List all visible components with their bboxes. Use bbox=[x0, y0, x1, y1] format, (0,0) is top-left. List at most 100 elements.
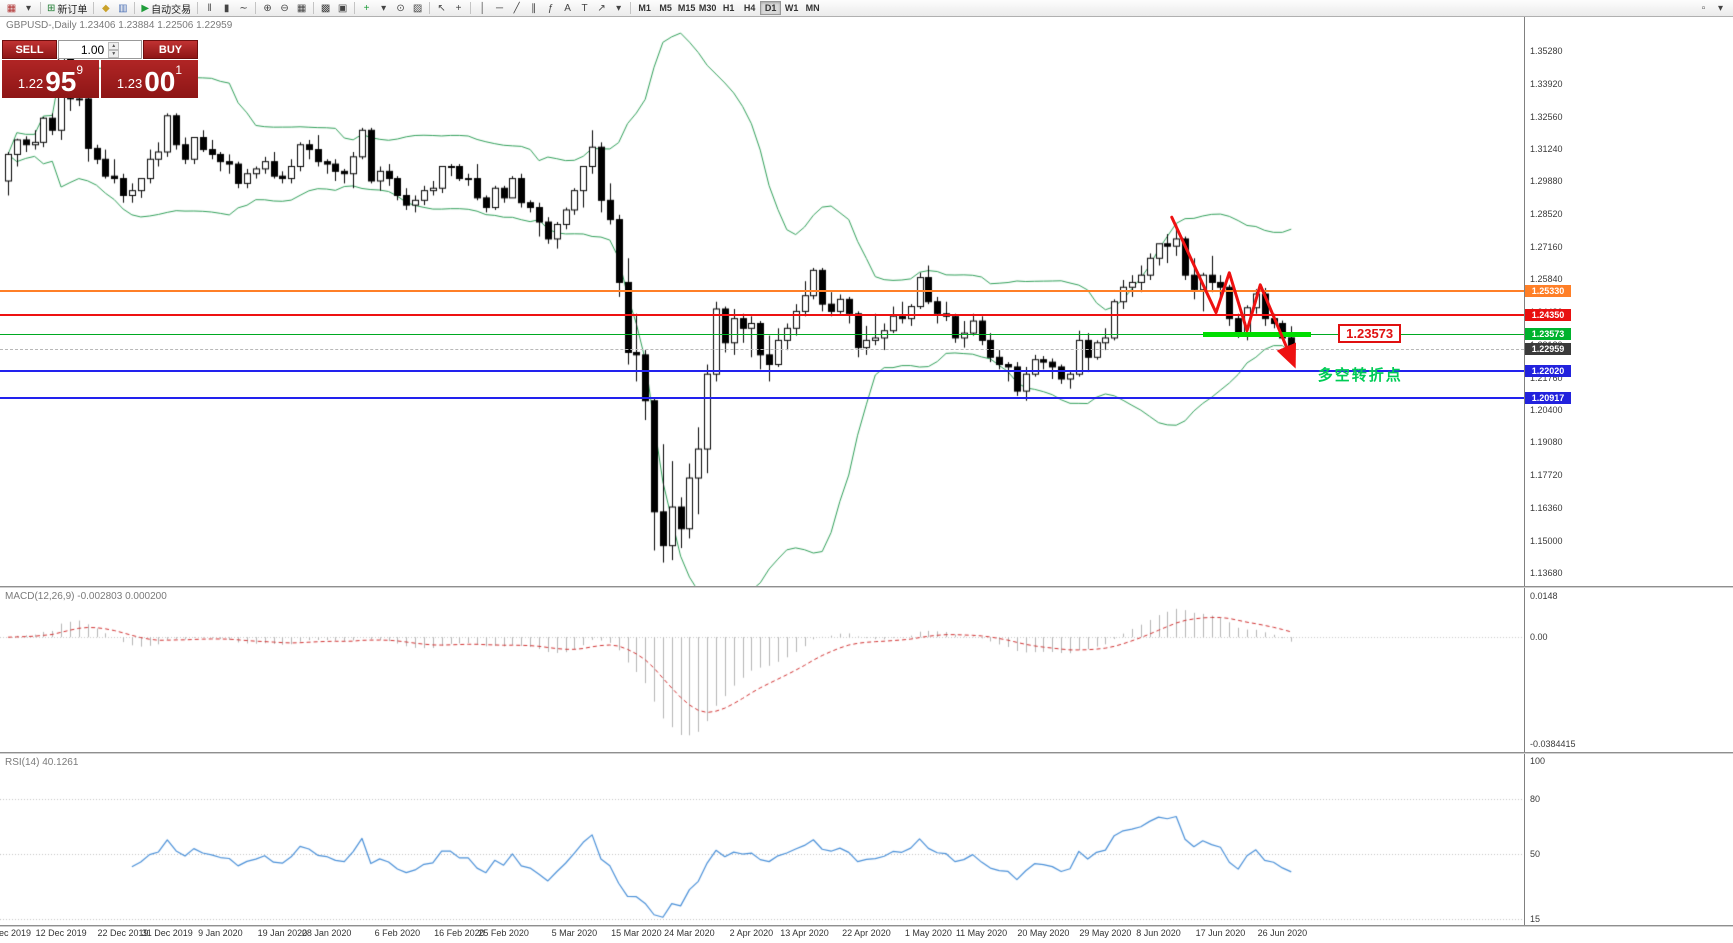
support-highlight-segment[interactable] bbox=[1202, 332, 1311, 337]
toolbar-separator bbox=[93, 2, 95, 14]
autotrading-toggle[interactable]: ▶ 自动交易 bbox=[138, 1, 194, 16]
price-axis-label: 1.28520 bbox=[1530, 209, 1563, 220]
autotrading-toggle-icon: ▶ bbox=[141, 2, 150, 14]
horizontal-line-1.20917[interactable] bbox=[0, 397, 1524, 399]
timeframe-h4[interactable]: H4 bbox=[739, 1, 760, 15]
date-axis-label: 1 May 2020 bbox=[904, 928, 952, 938]
timeframe-d1[interactable]: D1 bbox=[760, 1, 782, 15]
trendline-tool[interactable]: ╱ bbox=[508, 1, 525, 16]
sell-button[interactable]: SELL bbox=[2, 40, 57, 59]
timeframe-m30[interactable]: M30 bbox=[698, 3, 717, 13]
date-axis-label: 9 Jan 2020 bbox=[198, 928, 243, 938]
date-axis-label: 26 Jun 2020 bbox=[1257, 928, 1308, 938]
sell-price-display[interactable]: 1.22 95 9 bbox=[2, 60, 99, 98]
toolbar-separator bbox=[470, 2, 472, 14]
timeframe-m5[interactable]: M5 bbox=[655, 1, 676, 15]
new-order-button-label: 新订单 bbox=[57, 4, 88, 16]
period-dropdown-icon: ⊙ bbox=[396, 2, 405, 14]
main-macd-separator[interactable] bbox=[0, 586, 1733, 588]
volume-up-icon[interactable]: ▲ bbox=[108, 41, 120, 50]
indicators-dropdown[interactable]: ▾ bbox=[375, 1, 392, 16]
cursor-tool-button[interactable]: ↖ bbox=[433, 1, 450, 16]
vertical-line-tool[interactable]: │ bbox=[474, 1, 491, 16]
timeframe-m1[interactable]: M1 bbox=[634, 1, 655, 15]
new-order-button[interactable]: ⊞ 新订单 bbox=[44, 1, 90, 16]
crosshair-tool-button-icon: + bbox=[455, 2, 462, 14]
text-label-tool[interactable]: T bbox=[576, 1, 593, 16]
price-axis-label: 1.27160 bbox=[1530, 242, 1563, 253]
grid-button-icon: ▦ bbox=[296, 2, 307, 14]
horizontal-line-1.23573[interactable] bbox=[0, 334, 1524, 335]
rsi-axis-label: 100 bbox=[1530, 756, 1546, 767]
indicators-button[interactable]: + bbox=[358, 1, 375, 16]
text-tool-icon: A bbox=[564, 2, 571, 14]
arrows-tool[interactable]: ↗ bbox=[593, 1, 610, 16]
price-axis-label: 1.20400 bbox=[1530, 405, 1563, 416]
timeframe-w1[interactable]: W1 bbox=[781, 1, 802, 15]
new-chart-button[interactable]: ▦ bbox=[3, 1, 20, 16]
grid-button[interactable]: ▦ bbox=[293, 1, 310, 16]
volume-down-icon[interactable]: ▼ bbox=[108, 49, 120, 58]
price-axis-label: 1.25840 bbox=[1530, 274, 1563, 285]
timeframe-h1[interactable]: H1 bbox=[718, 1, 739, 15]
main-toolbar: ▦ ▾ ⊞ 新订单 ◆ ▥ ▶ 自动交易 ‖ ▮ ∼ ⊕ ⊖ ▦ ▩ ▣ + ▾ ⊙ ▨ ↖ + │ ─ ╱ ∥ ƒ A T ↗ ▾ M1 M5… bbox=[0, 0, 1733, 17]
toolbar-separator bbox=[40, 2, 41, 14]
horizontal-line-1.25330[interactable] bbox=[0, 290, 1524, 292]
equidistant-channel-tool[interactable]: ∥ bbox=[525, 1, 542, 16]
zoom-in-button-icon: ⊕ bbox=[263, 2, 272, 14]
macd-axis-label: -0.0384415 bbox=[1530, 739, 1576, 750]
horizontal-line-tool[interactable]: ─ bbox=[491, 1, 508, 16]
pivot-annotation-text[interactable]: 多空转折点 bbox=[1317, 367, 1403, 385]
template-dropdown[interactable]: ▨ bbox=[409, 1, 426, 16]
equidistant-channel-tool-icon: ∥ bbox=[531, 2, 537, 14]
candlestick-type-button-icon: ▮ bbox=[223, 2, 230, 14]
date-axis-label: 11 May 2020 bbox=[955, 928, 1008, 938]
tile-windows-button-icon: ▩ bbox=[320, 2, 331, 14]
zoom-in-button[interactable]: ⊕ bbox=[259, 1, 276, 16]
indicators-button-icon: + bbox=[363, 2, 370, 14]
price-axis-label: 1.35280 bbox=[1530, 46, 1563, 57]
main-chart-panel[interactable] bbox=[0, 17, 1524, 586]
arrows-tool-icon: ↗ bbox=[597, 2, 606, 14]
toolbar-options-dropdown[interactable]: ▾ bbox=[1712, 1, 1729, 16]
sell-price-main: 95 bbox=[45, 66, 77, 97]
volume-spinner[interactable]: ▲ ▼ bbox=[108, 41, 120, 58]
macd-rsi-separator[interactable] bbox=[0, 752, 1733, 754]
cascade-windows-button[interactable]: ▣ bbox=[334, 1, 351, 16]
crosshair-tool-button[interactable]: + bbox=[450, 1, 467, 16]
buy-price-display[interactable]: 1.23 00 1 bbox=[101, 60, 198, 98]
arrows-dropdown[interactable]: ▾ bbox=[610, 1, 627, 16]
fibonacci-tool[interactable]: ƒ bbox=[542, 1, 559, 16]
sell-price-prefix: 1.22 bbox=[17, 76, 44, 91]
market-watch-button[interactable]: ▥ bbox=[114, 1, 131, 16]
new-chart-dropdown[interactable]: ▾ bbox=[20, 1, 37, 16]
buy-button[interactable]: BUY bbox=[143, 40, 198, 59]
toolbar-separator bbox=[630, 2, 632, 14]
toolbar-separator bbox=[313, 2, 315, 14]
bar-chart-type-button[interactable]: ‖ bbox=[201, 1, 218, 16]
zoom-out-button[interactable]: ⊖ bbox=[276, 1, 293, 16]
text-tool[interactable]: A bbox=[559, 1, 576, 16]
horizontal-line-1.24350[interactable] bbox=[0, 314, 1524, 316]
volume-input[interactable]: 1.00 ▲ ▼ bbox=[58, 40, 142, 59]
timeframe-m15[interactable]: M15 bbox=[677, 3, 696, 13]
date-axis-label: 2 Apr 2020 bbox=[729, 928, 774, 938]
period-dropdown[interactable]: ⊙ bbox=[392, 1, 409, 16]
trend-arrow-annotation[interactable] bbox=[1170, 215, 1296, 369]
candlestick-type-button[interactable]: ▮ bbox=[218, 1, 235, 16]
line-chart-type-button[interactable]: ∼ bbox=[235, 1, 252, 16]
tile-windows-button[interactable]: ▩ bbox=[317, 1, 334, 16]
date-axis-label: 5 Mar 2020 bbox=[551, 928, 598, 938]
rsi-panel[interactable] bbox=[0, 754, 1524, 925]
horizontal-line-1.22020[interactable] bbox=[0, 370, 1524, 372]
price-axis-label: 1.17720 bbox=[1530, 470, 1563, 481]
market-watch-button-icon: ▥ bbox=[118, 2, 128, 14]
docking-icon[interactable]: ▫ bbox=[1695, 1, 1712, 16]
macd-panel[interactable] bbox=[0, 588, 1524, 752]
metaeditor-button[interactable]: ◆ bbox=[97, 1, 114, 16]
timeframe-mn[interactable]: MN bbox=[802, 1, 823, 15]
rsi-header: RSI(14) 40.1261 bbox=[5, 757, 79, 768]
price-callout-label[interactable]: 1.23573 bbox=[1338, 323, 1402, 343]
